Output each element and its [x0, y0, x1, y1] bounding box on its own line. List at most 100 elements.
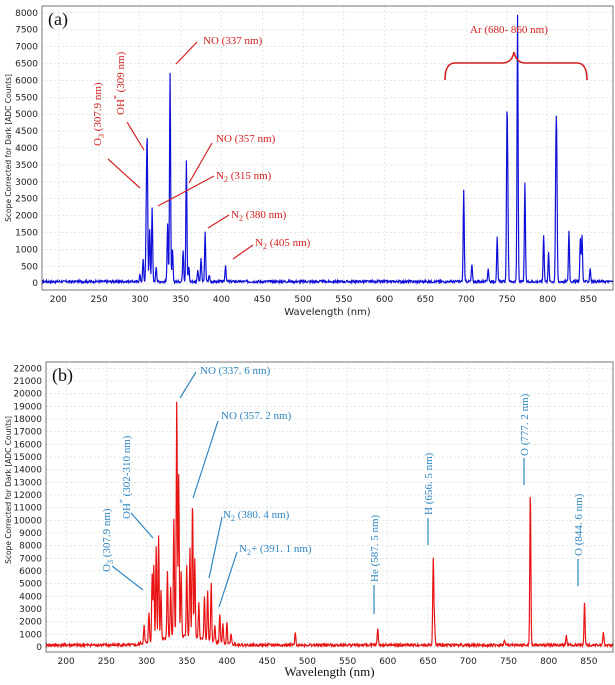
y-tick-label: 6000 [15, 76, 38, 86]
y-tick-label: 20000 [13, 390, 42, 400]
y-tick-label: 14000 [13, 466, 42, 476]
y-tick-label: 4500 [15, 127, 38, 137]
x-tick-label: 500 [294, 295, 311, 305]
panel-b: Scope Corrected for Dark [ADC Counts] 0 1… [4, 361, 614, 679]
svg-text:N2+ (391. 1 nm): N2+ (391. 1 nm) [239, 543, 312, 557]
x-tick-label: 850 [580, 657, 597, 667]
annotation-ar: Ar (680- 860 nm) [470, 24, 548, 36]
y-tick-label: 3500 [15, 161, 38, 171]
svg-text:OH* (309 nm): OH* (309 nm) [112, 51, 127, 115]
y-tick-label: 1500 [15, 229, 38, 239]
panel-b-label: (b) [52, 365, 73, 386]
panel-b-x-ticks: 200 250 300 350 400 450 500 550 600 650 700 750 800 8… [58, 657, 598, 667]
x-tick-label: 400 [213, 295, 230, 305]
x-tick-label: 800 [540, 657, 557, 667]
annotation-no-357-2: NO (357. 2 nm) [221, 410, 292, 422]
y-tick-label: 2000 [15, 212, 38, 222]
panel-a-plot-frame [41, 5, 614, 291]
x-tick-label: 350 [172, 295, 189, 305]
y-tick-label: 5000 [15, 110, 38, 120]
panel-a-arrows [107, 41, 254, 260]
annotation-o3-307: O3 (307.9 nm) [92, 82, 106, 146]
annotation-he-587-5: He (587. 5 nm) [369, 514, 381, 582]
y-tick-label: 22000 [13, 364, 42, 374]
annotation-o-844-6: O (844. 6 nm) [573, 493, 585, 556]
panel-b-annotations: NO (337. 6 nm) NO (357. 2 nm) N2 (380. 4… [101, 365, 585, 582]
y-tick-label: 3000 [15, 178, 38, 188]
x-tick-label: 650 [419, 657, 436, 667]
annotation-n2plus-391-1: N2+ (391. 1 nm) [239, 543, 312, 557]
panel-a-grid [42, 6, 613, 290]
y-tick-label: 0 [32, 279, 38, 289]
panel-b-arrows [111, 371, 579, 614]
y-tick-label: 7000 [19, 554, 42, 564]
annotation-n2-405: N2 (405 nm) [255, 237, 311, 251]
x-tick-label: 200 [50, 295, 67, 305]
y-tick-label: 21000 [13, 377, 42, 387]
panel-b-grid [46, 362, 613, 652]
y-tick-label: 500 [21, 262, 38, 272]
x-tick-label: 450 [254, 295, 271, 305]
y-tick-label: 10000 [13, 516, 42, 526]
x-tick-label: 750 [498, 295, 515, 305]
x-tick-label: 250 [91, 295, 108, 305]
y-tick-label: 8000 [19, 542, 42, 552]
y-tick-label: 2000 [19, 618, 42, 628]
panel-a-annotations: NO (337 nm) NO (357 nm) N2 (315 nm) N2 (… [92, 24, 588, 251]
y-tick-label: 1000 [15, 245, 38, 255]
y-tick-label: 12000 [13, 491, 42, 501]
y-tick-label: 9000 [19, 529, 42, 539]
annotation-oh-302-310: OH* (302-310 nm) [118, 435, 133, 519]
annotation-no-337: NO (337 nm) [203, 35, 263, 47]
panel-a-label: (a) [48, 9, 68, 30]
panel-b-x-axis-label: Wavelength (nm) [284, 664, 374, 679]
svg-text:O3 (307.9 nm): O3 (307.9 nm) [92, 82, 106, 146]
x-tick-label: 300 [138, 657, 155, 667]
annotation-no-357: NO (357 nm) [216, 133, 276, 145]
panel-a-spectrum-line [41, 14, 614, 286]
panel-b-spectrum-line [45, 401, 614, 649]
y-tick-label: 13000 [13, 478, 42, 488]
y-tick-label: 15000 [13, 453, 42, 463]
y-tick-label: 4000 [15, 144, 38, 154]
x-tick-label: 800 [539, 295, 556, 305]
x-tick-label: 550 [335, 295, 352, 305]
y-tick-label: 2500 [15, 195, 38, 205]
x-tick-label: 850 [580, 295, 597, 305]
x-tick-label: 200 [58, 657, 75, 667]
x-tick-label: 600 [376, 295, 393, 305]
panel-a: Scope Corrected for Dark [ADC Counts] 0 5… [4, 5, 614, 318]
annotation-n2-380: N2 (380 nm) [231, 209, 287, 223]
y-tick-label: 1000 [19, 630, 42, 640]
panel-a-y-axis-label: Scope Corrected for Dark [ADC Counts] [4, 74, 13, 222]
annotation-h-656-5: H (656. 5 nm) [423, 452, 435, 515]
x-tick-label: 750 [500, 657, 517, 667]
annotation-o3-307-9: O3 (307.9 nm) [101, 508, 115, 572]
y-tick-label: 6500 [15, 59, 38, 69]
y-tick-label: 0 [36, 643, 42, 653]
y-tick-label: 5500 [15, 93, 38, 103]
panel-a-x-ticks: 200 250 300 350 400 450 500 550 600 650 700 750 800 8… [50, 295, 598, 305]
annotation-n2-380-4: N2 (380. 4 nm) [223, 509, 290, 523]
svg-text:N2 (315 nm): N2 (315 nm) [216, 170, 272, 184]
y-tick-label: 11000 [13, 504, 42, 514]
panel-a-x-axis-label: Wavelength (nm) [284, 307, 370, 318]
panel-a-y-ticks: 0 500 1000 1500 2000 2500 3000 3500 4000 4500 5000… [15, 9, 38, 289]
x-tick-label: 300 [131, 295, 148, 305]
x-tick-label: 650 [417, 295, 434, 305]
x-tick-label: 450 [259, 657, 276, 667]
annotation-oh-309: OH* (309 nm) [112, 51, 127, 115]
annotation-no-337-6: NO (337. 6 nm) [200, 365, 271, 377]
svg-text:N2 (380. 4 nm): N2 (380. 4 nm) [223, 509, 290, 523]
panel-b-plot-frame [45, 361, 614, 653]
y-tick-label: 5000 [19, 580, 42, 590]
y-tick-label: 16000 [13, 440, 42, 450]
x-tick-label: 550 [339, 657, 356, 667]
x-tick-label: 700 [460, 657, 477, 667]
x-tick-label: 700 [458, 295, 475, 305]
y-tick-label: 3000 [19, 605, 42, 615]
svg-text:N2 (405 nm): N2 (405 nm) [255, 237, 311, 251]
x-tick-label: 600 [379, 657, 396, 667]
svg-text:OH* (302-310 nm): OH* (302-310 nm) [118, 435, 133, 519]
